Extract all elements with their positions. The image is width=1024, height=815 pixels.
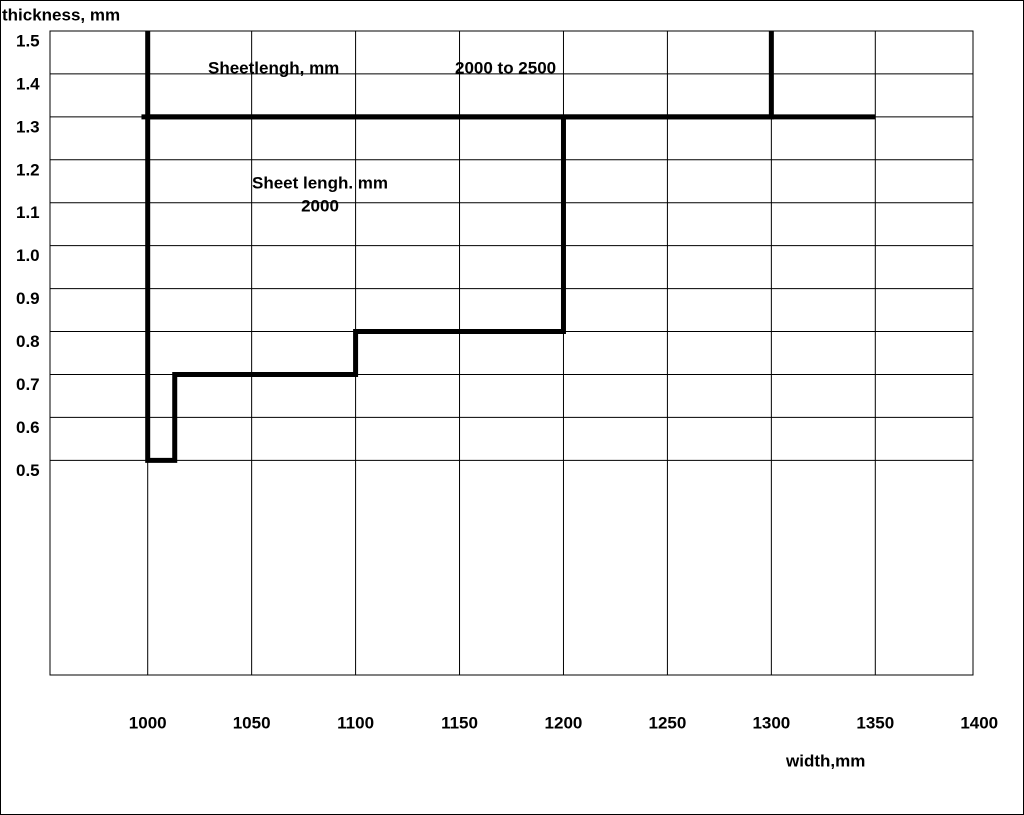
x-tick-label: 1200 [545,713,583,732]
y-tick-label: 1.2 [16,160,40,179]
x-tick-label: 1300 [752,713,790,732]
x-tick-label: 1100 [337,713,374,732]
y-tick-label: 1.1 [16,203,40,222]
y-tick-label: 0.7 [16,375,40,394]
step-line [145,116,566,463]
annotation: Sheetlengh, mm [208,58,339,77]
annotation: Sheet lengh. mm [252,173,388,192]
y-tick-label: 1.4 [16,74,40,93]
x-tick-label: 1400 [960,713,998,732]
y-tick-label: 0.8 [16,332,40,351]
annotation: 2000 to 2500 [455,58,556,77]
y-tick-label: 0.6 [16,418,40,437]
y-tick-label: 0.5 [16,461,40,480]
y-tick-label: 1.3 [16,117,40,136]
annotation: 2000 [301,196,339,215]
y-tick-label: 1.5 [16,31,40,50]
y-axis-label: thickness, mm [2,5,120,24]
x-tick-label: 1000 [129,713,167,732]
x-axis-label: width,mm [785,751,865,770]
x-tick-label: 1350 [856,713,894,732]
y-tick-label: 0.9 [16,289,40,308]
x-tick-label: 1250 [648,713,686,732]
y-tick-label: 1.0 [16,246,40,265]
x-tick-label: 1050 [233,713,271,732]
x-tick-label: 1150 [441,713,478,732]
